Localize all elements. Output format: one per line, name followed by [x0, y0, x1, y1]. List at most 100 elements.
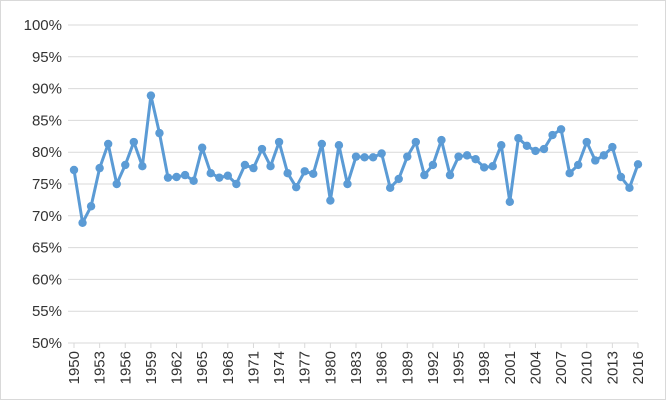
data-point	[172, 172, 181, 182]
data-point	[223, 171, 233, 180]
x-tick-label: 1965	[194, 351, 211, 384]
data-point	[385, 183, 395, 193]
data-point	[300, 167, 309, 176]
data-point	[155, 128, 164, 138]
y-tick-label: 65%	[32, 240, 62, 257]
x-tick-label: 2013	[604, 351, 621, 384]
series-group	[69, 91, 643, 227]
data-point	[86, 202, 96, 211]
data-point	[146, 91, 156, 100]
x-tick-label: 1953	[92, 351, 109, 384]
x-tick-label: 1968	[220, 351, 237, 384]
x-tick-label: 1950	[66, 351, 83, 384]
x-tick-label: 1962	[169, 351, 186, 384]
data-point	[189, 176, 198, 186]
data-point	[368, 153, 378, 162]
x-tick-label: 1980	[322, 351, 339, 384]
data-point	[343, 179, 352, 189]
gridlines	[68, 24, 639, 348]
data-point	[591, 156, 600, 165]
data-point	[616, 172, 626, 182]
y-tick-label: 85%	[32, 112, 62, 129]
y-tick-label: 75%	[32, 176, 62, 193]
data-point	[121, 160, 130, 170]
data-point	[129, 137, 139, 147]
data-point	[257, 144, 267, 154]
data-point	[334, 141, 344, 150]
y-tick-label: 60%	[32, 271, 62, 288]
data-point	[505, 197, 515, 207]
data-point	[454, 152, 463, 161]
data-point	[317, 139, 327, 149]
data-point	[599, 151, 609, 160]
x-tick-label: 1998	[476, 351, 493, 384]
data-point	[112, 179, 121, 189]
data-point	[69, 165, 79, 175]
data-point	[377, 149, 386, 158]
y-tick-label: 100%	[24, 17, 62, 34]
data-point	[548, 130, 557, 140]
data-point	[351, 152, 361, 161]
y-tick-label: 55%	[32, 303, 62, 320]
data-point	[103, 139, 113, 149]
x-tick-label: 1956	[117, 351, 134, 384]
data-point	[420, 170, 429, 180]
data-point	[274, 137, 284, 147]
data-point	[582, 137, 591, 147]
data-point	[206, 168, 215, 178]
x-tick-label: 1986	[374, 351, 391, 384]
data-point	[479, 163, 489, 172]
y-axis-tick-labels: 50% 55% 60% 65% 70% 75% 80% 85% 90% 95% 100%	[24, 17, 62, 352]
data-point	[539, 144, 549, 154]
x-tick-label: 1989	[399, 351, 416, 384]
data-point	[197, 143, 207, 152]
y-tick-label: 50%	[32, 335, 62, 352]
data-point	[633, 160, 643, 169]
x-tick-label: 1995	[451, 351, 468, 384]
data-point	[411, 137, 421, 147]
y-tick-label: 90%	[32, 81, 62, 98]
data-point	[625, 183, 634, 193]
x-tick-label: 1983	[348, 351, 365, 384]
data-point	[266, 161, 275, 171]
x-tick-label: 1992	[425, 351, 442, 384]
x-tick-label: 1977	[297, 351, 314, 384]
x-tick-label: 1974	[271, 351, 288, 384]
data-point	[462, 151, 472, 160]
data-point	[163, 173, 173, 182]
x-tick-label: 1959	[143, 351, 160, 384]
data-point	[215, 173, 224, 182]
data-point	[360, 153, 369, 162]
x-tick-label: 2007	[553, 351, 570, 384]
data-point	[445, 170, 455, 180]
x-tick-label: 2004	[527, 351, 544, 384]
data-point	[240, 160, 250, 170]
data-point	[608, 142, 617, 152]
data-point	[497, 141, 506, 150]
x-tick-label: 2010	[579, 351, 596, 384]
data-point	[531, 146, 540, 156]
data-point	[78, 218, 87, 227]
data-point	[291, 182, 301, 192]
data-point	[556, 125, 566, 134]
data-point	[428, 160, 438, 170]
data-point	[522, 141, 532, 151]
data-point	[394, 174, 403, 184]
data-point	[326, 196, 335, 205]
data-point	[565, 168, 574, 178]
data-point	[514, 134, 523, 143]
data-point	[309, 169, 318, 179]
data-point	[232, 179, 241, 189]
x-axis-tick-labels: 1950 1953 1956 1959 1962 1965 1968 1971 1974 1977…	[66, 351, 647, 384]
x-tick-label: 2001	[502, 351, 519, 384]
x-tick-label: 2016	[630, 351, 647, 384]
data-point	[249, 163, 258, 173]
data-point	[138, 161, 147, 171]
y-tick-label: 70%	[32, 208, 62, 225]
data-point	[437, 135, 446, 145]
y-tick-label: 80%	[32, 144, 62, 161]
data-point	[403, 152, 412, 161]
data-point	[95, 163, 104, 173]
data-point	[283, 168, 292, 178]
